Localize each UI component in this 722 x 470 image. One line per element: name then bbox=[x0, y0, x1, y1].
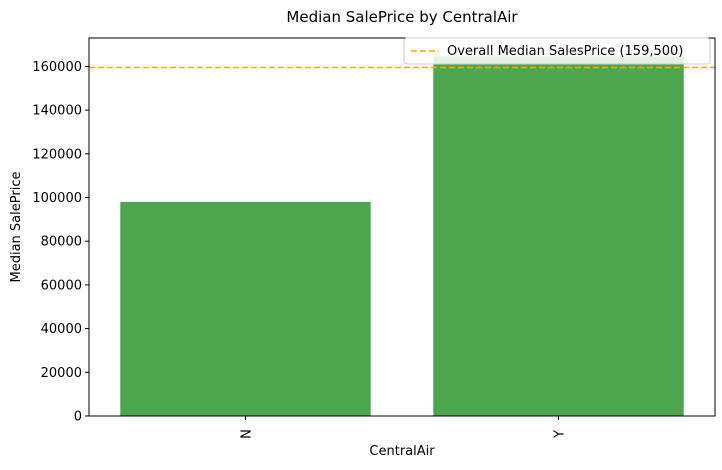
y-tick-label-80000: 80000 bbox=[41, 235, 82, 250]
x-tick-label-Y: Y bbox=[553, 430, 568, 439]
bar-N bbox=[120, 201, 371, 416]
y-tick-label-0: 0 bbox=[74, 410, 82, 425]
bars-layer bbox=[120, 56, 684, 416]
y-tick-label-100000: 100000 bbox=[32, 191, 82, 206]
y-tick-label-140000: 140000 bbox=[32, 104, 82, 119]
x-tick-label-N: N bbox=[240, 429, 255, 439]
chart-title: Median SalePrice by CentralAir bbox=[286, 8, 518, 26]
plot-area-frame bbox=[88, 37, 716, 417]
y-tick-label-40000: 40000 bbox=[41, 322, 82, 337]
y-axis: 0 20000 40000 60000 80000 100000 120000 140000 1… bbox=[32, 60, 89, 425]
legend: Overall Median SalesPrice (159,500) bbox=[403, 37, 711, 65]
y-tick-label-120000: 120000 bbox=[32, 147, 82, 162]
y-axis-label: Median SalePrice bbox=[9, 172, 24, 283]
bar-Y bbox=[433, 56, 684, 416]
legend-box bbox=[403, 37, 711, 65]
y-tick-label-60000: 60000 bbox=[41, 278, 82, 293]
x-axis-label: CentralAir bbox=[369, 444, 435, 459]
y-tick-label-160000: 160000 bbox=[32, 60, 82, 75]
y-tick-label-20000: 20000 bbox=[41, 366, 82, 381]
legend-label: Overall Median SalesPrice (159,500) bbox=[447, 44, 683, 59]
